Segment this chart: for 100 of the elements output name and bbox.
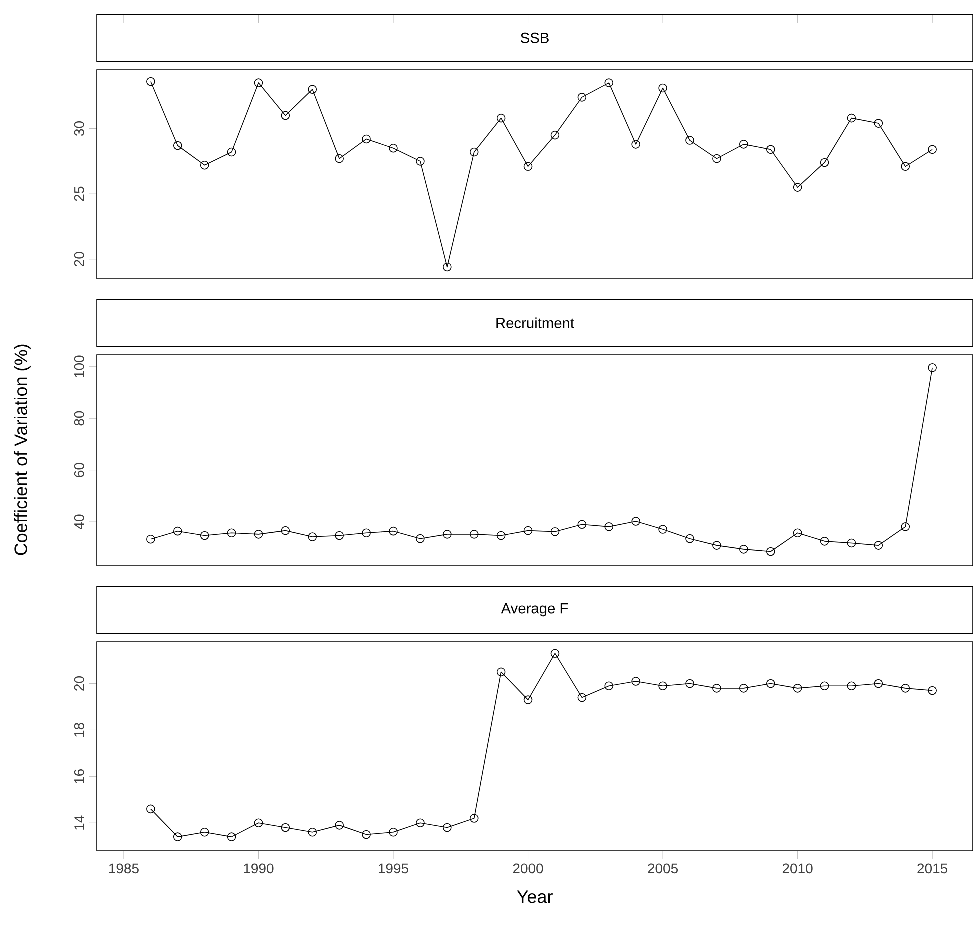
chart-title: Recruitment — [496, 318, 574, 328]
point — [308, 532, 318, 542]
point — [173, 141, 182, 150]
point — [524, 162, 533, 172]
point — [686, 534, 694, 544]
point — [928, 145, 937, 154]
y-tick-label: 80 — [74, 411, 84, 426]
point — [227, 148, 236, 157]
point — [820, 537, 830, 546]
point — [227, 528, 236, 538]
point — [793, 528, 802, 538]
point — [308, 828, 318, 837]
point — [686, 679, 694, 688]
point — [740, 140, 748, 149]
point — [416, 157, 425, 166]
point — [658, 525, 668, 534]
point — [254, 530, 264, 539]
point — [389, 526, 398, 536]
point — [308, 85, 318, 94]
point — [416, 534, 425, 544]
y-axis-title: Coefficient of Variation (%) — [14, 344, 31, 556]
point — [820, 158, 830, 168]
point — [550, 130, 560, 140]
point — [281, 111, 290, 120]
y-tick-label: 30 — [74, 122, 84, 136]
point — [632, 677, 640, 686]
point — [524, 696, 533, 704]
point — [416, 818, 425, 828]
point — [470, 814, 479, 823]
point — [928, 364, 937, 372]
point — [389, 828, 398, 837]
point — [335, 821, 344, 830]
y-tick-label: 100 — [74, 356, 84, 378]
point — [766, 547, 776, 556]
point — [578, 693, 587, 702]
point — [281, 823, 290, 832]
y-tick-label: 25 — [74, 186, 84, 202]
point — [874, 119, 884, 128]
point — [254, 818, 264, 828]
point — [389, 144, 398, 153]
point — [632, 140, 640, 149]
point — [793, 183, 802, 192]
point — [604, 78, 614, 88]
point — [550, 527, 560, 536]
point — [470, 148, 479, 157]
point — [443, 530, 452, 539]
point — [847, 114, 856, 123]
point — [658, 84, 668, 93]
point — [335, 531, 344, 540]
point — [146, 804, 156, 814]
point — [200, 160, 210, 170]
point — [173, 526, 182, 536]
point — [146, 77, 156, 86]
y-tick-label: 14 — [74, 816, 84, 830]
point — [200, 828, 210, 837]
point — [470, 530, 479, 539]
point — [604, 522, 614, 532]
y-tick-label: 16 — [74, 770, 84, 784]
point — [740, 684, 748, 693]
y-tick-label: 20 — [74, 676, 84, 691]
point — [335, 154, 344, 164]
point — [496, 114, 506, 123]
point — [740, 545, 748, 554]
point — [874, 679, 884, 688]
point — [847, 538, 856, 548]
point — [766, 679, 776, 688]
chart-title: SSB — [521, 32, 549, 44]
point — [362, 134, 371, 144]
point — [901, 522, 910, 532]
point — [227, 832, 236, 842]
x-tick-label: 1995 — [378, 864, 408, 874]
y-tick-label: 40 — [74, 514, 84, 530]
point — [793, 684, 802, 693]
point — [712, 154, 722, 164]
point — [524, 526, 533, 536]
point — [820, 682, 830, 691]
x-tick-label: 2000 — [513, 864, 544, 874]
x-tick-label: 1990 — [244, 864, 274, 874]
point — [686, 136, 694, 145]
point — [578, 520, 587, 530]
x-tick-label: 2015 — [918, 864, 948, 874]
point — [443, 823, 452, 832]
point — [173, 832, 182, 842]
point — [200, 531, 210, 540]
point — [550, 649, 560, 658]
point — [146, 534, 156, 544]
point — [928, 686, 937, 696]
point — [362, 528, 371, 538]
point — [443, 262, 452, 272]
point — [658, 682, 668, 691]
point — [362, 830, 371, 840]
x-axis-title: Year — [517, 890, 553, 904]
y-tick-label: 20 — [74, 252, 84, 266]
point — [712, 684, 722, 693]
x-tick-label: 1985 — [109, 864, 139, 874]
point — [712, 541, 722, 550]
point — [578, 93, 587, 102]
point — [847, 682, 856, 691]
x-tick-label: 2010 — [782, 864, 813, 874]
chart-title: Average F — [501, 604, 568, 617]
